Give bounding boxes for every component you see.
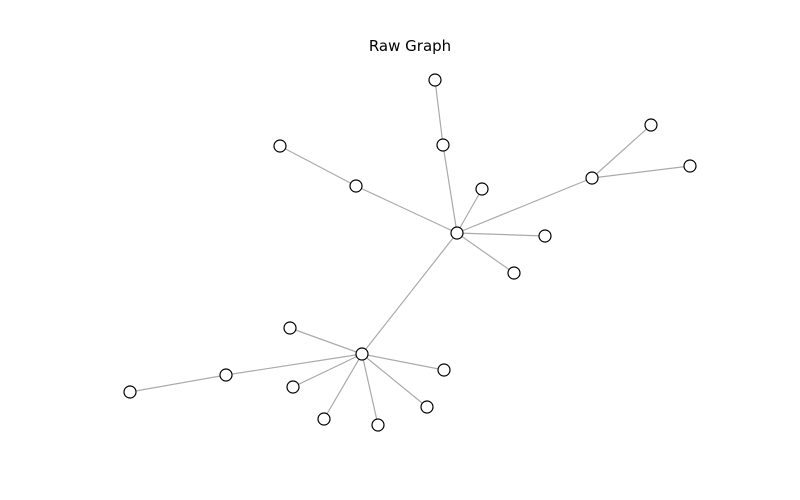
graph-edge — [591, 124, 652, 179]
graph-node — [349, 179, 363, 193]
graph-edge — [442, 144, 458, 234]
graph-edge — [225, 353, 363, 376]
graph-node — [371, 418, 385, 432]
edges-layer — [129, 79, 691, 426]
graph-node — [219, 368, 233, 382]
graph-node — [428, 73, 442, 87]
graph-node — [585, 171, 599, 185]
graph-node — [538, 229, 552, 243]
graph-node — [286, 380, 300, 394]
graph-node — [683, 159, 697, 173]
graph-edge — [456, 188, 483, 234]
graph-title: Raw Graph — [368, 37, 452, 55]
graph-edge — [456, 177, 593, 234]
graph-node — [283, 321, 297, 335]
graph-edge — [292, 353, 363, 388]
graph-edge — [591, 165, 691, 179]
graph-node — [436, 138, 450, 152]
graph-edge — [129, 374, 227, 393]
graph-edge — [434, 79, 444, 146]
graph-node — [450, 226, 464, 240]
graph-node — [507, 266, 521, 280]
graph-node — [317, 412, 331, 426]
graph-edge — [456, 232, 546, 237]
graph-edge — [361, 232, 458, 355]
graph-node — [355, 347, 369, 361]
nodes-layer — [123, 73, 697, 432]
graph-node — [475, 182, 489, 196]
graph-edge — [361, 353, 428, 408]
graph-node — [437, 363, 451, 377]
graph-edge — [456, 232, 515, 274]
graph-edge — [289, 327, 363, 355]
graph-node — [273, 139, 287, 153]
graph-edge — [355, 185, 458, 234]
graph-node — [644, 118, 658, 132]
graph-edge — [279, 145, 357, 187]
graph-edge — [361, 353, 379, 426]
graph-node — [420, 400, 434, 414]
graph-edge — [361, 353, 445, 371]
graph-node — [123, 385, 137, 399]
graph-edge — [323, 353, 363, 420]
